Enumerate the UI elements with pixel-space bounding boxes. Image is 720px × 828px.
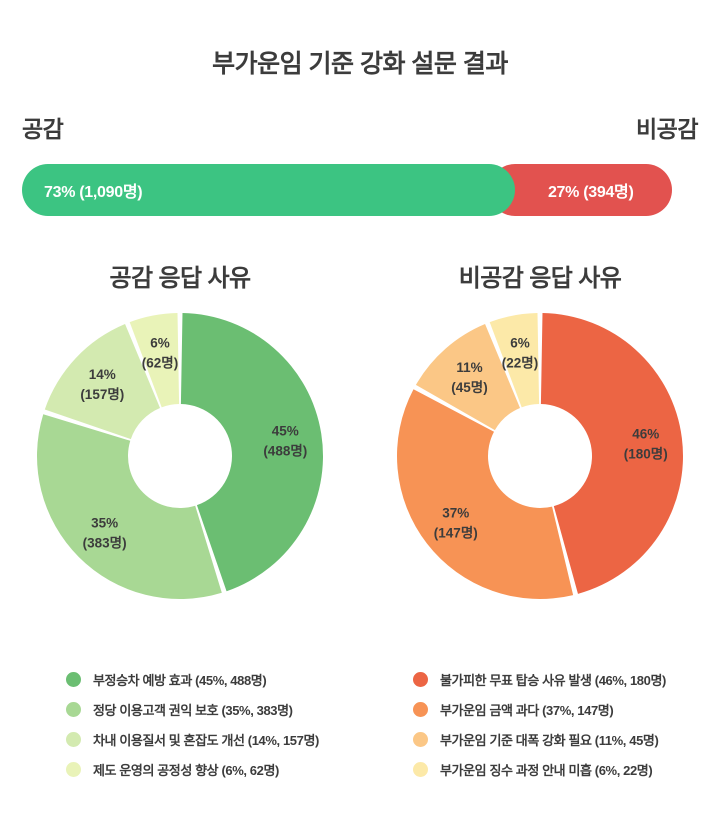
disagree-bar-segment: 27% (394명)	[489, 164, 672, 216]
legend-item: 제도 운영의 공정성 향상 (6%, 62명)	[66, 758, 360, 780]
slice-count-label: (180명)	[624, 446, 668, 462]
legend-color-swatch	[66, 731, 81, 747]
agree-donut-chart: 45% (488명) 35% (383명) 14% (157명) 6% (62명)	[35, 311, 325, 601]
slice-percent-label: 46%	[632, 427, 659, 442]
donut-slice	[180, 313, 323, 592]
donut-slice	[540, 313, 683, 594]
legend-color-swatch	[413, 761, 428, 777]
slice-count-label: (147명)	[434, 524, 478, 540]
legend-color-swatch	[66, 701, 81, 717]
legend-item: 불가피한 무표 탑승 사유 발생 (46%, 180명)	[413, 668, 720, 690]
donut-slice	[397, 389, 574, 599]
overall-stacked-bar: 73% (1,090명) 27% (394명)	[22, 164, 698, 216]
disagree-chart-heading: 비공감 응답 사유	[458, 265, 622, 292]
slice-percent-label: 11%	[456, 360, 482, 375]
legend-item: 정당 이용고객 권익 보호 (35%, 383명)	[66, 698, 360, 720]
agree-donut-svg: 45% (488명) 35% (383명) 14% (157명) 6% (62명)	[36, 313, 323, 599]
disagree-chart-column: 비공감 응답 사유 46% (180명) 37% (147명) 11% (45명) 6% (2…	[360, 258, 720, 601]
disagree-donut-chart: 46% (180명) 37% (147명) 11% (45명) 6% (22명)	[395, 311, 685, 601]
legend-item-label: 부가운임 기준 대폭 강화 필요 (11%, 45명)	[440, 732, 659, 748]
slice-percent-label: 14%	[89, 367, 116, 382]
donut-slice	[415, 323, 521, 431]
legend-item-label: 불가피한 무표 탑승 사유 발생 (46%, 180명)	[440, 672, 666, 688]
page-title: 부가운임 기준 강화 설문 결과	[212, 50, 508, 78]
slice-count-label: (383명)	[83, 534, 127, 550]
disagree-legend: 불가피한 무표 탑승 사유 발생 (46%, 180명) 부가운임 금액 과다 (…	[360, 668, 720, 780]
agree-bar-value: 73% (1,090명)	[44, 184, 143, 201]
legend-color-swatch	[413, 731, 428, 747]
agree-legend: 부정승차 예방 효과 (45%, 488명) 정당 이용고객 권익 보호 (35%…	[0, 668, 360, 780]
donut-slice	[489, 313, 540, 408]
legend-item: 차내 이용질서 및 혼잡도 개선 (14%, 157명)	[66, 728, 360, 750]
slice-percent-label: 35%	[91, 515, 118, 530]
agree-bar-segment: 73% (1,090명)	[22, 164, 516, 216]
slice-count-label: (45명)	[451, 379, 487, 395]
agree-label: 공감	[22, 116, 64, 142]
overall-bar-labels: 공감 비공감	[22, 110, 698, 144]
legend-item-label: 부가운임 징수 과정 안내 미흡 (6%, 22명)	[440, 762, 653, 778]
slice-percent-label: 37%	[442, 505, 469, 520]
agree-chart-column: 공감 응답 사유 45% (488명) 35% (383명) 14% (157명) 6% (6…	[0, 258, 360, 601]
legend-color-swatch	[413, 701, 428, 717]
legend-item-label: 차내 이용질서 및 혼잡도 개선 (14%, 157명)	[93, 732, 319, 748]
slice-count-label: (22명)	[502, 354, 538, 370]
legend-item: 부가운임 징수 과정 안내 미흡 (6%, 22명)	[413, 758, 720, 780]
legend-item-label: 부가운임 금액 과다 (37%, 147명)	[440, 702, 614, 718]
donut-slice	[129, 313, 180, 408]
legend-color-swatch	[66, 671, 81, 687]
slice-percent-label: 6%	[510, 335, 530, 350]
legend-color-swatch	[66, 761, 81, 777]
disagree-label: 비공감	[636, 116, 698, 142]
disagree-bar-value: 27% (394명)	[547, 184, 634, 201]
legend-item: 부정승차 예방 효과 (45%, 488명)	[66, 668, 360, 690]
slice-count-label: (488명)	[263, 442, 307, 458]
agree-chart-heading: 공감 응답 사유	[109, 265, 251, 292]
charts-row: 공감 응답 사유 45% (488명) 35% (383명) 14% (157명) 6% (6…	[0, 258, 720, 601]
donut-slice	[36, 414, 222, 599]
disagree-donut-svg: 46% (180명) 37% (147명) 11% (45명) 6% (22명)	[397, 313, 683, 599]
legend-item-label: 부정승차 예방 효과 (45%, 488명)	[93, 672, 267, 688]
legend-item: 부가운임 금액 과다 (37%, 147명)	[413, 698, 720, 720]
legends-row: 부정승차 예방 효과 (45%, 488명) 정당 이용고객 권익 보호 (35%…	[0, 668, 720, 780]
legend-item-label: 제도 운영의 공정성 향상 (6%, 62명)	[93, 762, 279, 778]
slice-percent-label: 6%	[150, 335, 170, 350]
slice-count-label: (62명)	[142, 354, 178, 370]
legend-item: 부가운임 기준 대폭 강화 필요 (11%, 45명)	[413, 728, 720, 750]
slice-count-label: (157명)	[80, 386, 124, 402]
legend-color-swatch	[413, 671, 428, 687]
slice-percent-label: 45%	[272, 423, 299, 438]
legend-item-label: 정당 이용고객 권익 보호 (35%, 383명)	[93, 702, 293, 718]
donut-slice	[44, 323, 161, 440]
